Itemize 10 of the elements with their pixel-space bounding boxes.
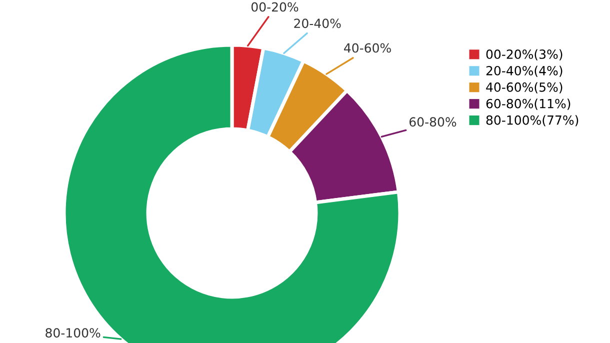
text: 60-80% bbox=[410, 117, 456, 127]
text: 20-40% bbox=[294, 18, 341, 28]
legend-label: 40-60%(5%) bbox=[486, 82, 562, 94]
text: 00-20% bbox=[251, 2, 298, 12]
legend-label: 80-100%(77%) bbox=[486, 115, 578, 126]
legend-label: 00-20%(3%) bbox=[486, 49, 562, 60]
text: 80-100% bbox=[46, 328, 100, 338]
text: 40-60% bbox=[344, 43, 391, 53]
legend-label: 60-80%(11%) bbox=[486, 98, 570, 110]
legend-label: 20-40%(4%) bbox=[486, 66, 562, 77]
